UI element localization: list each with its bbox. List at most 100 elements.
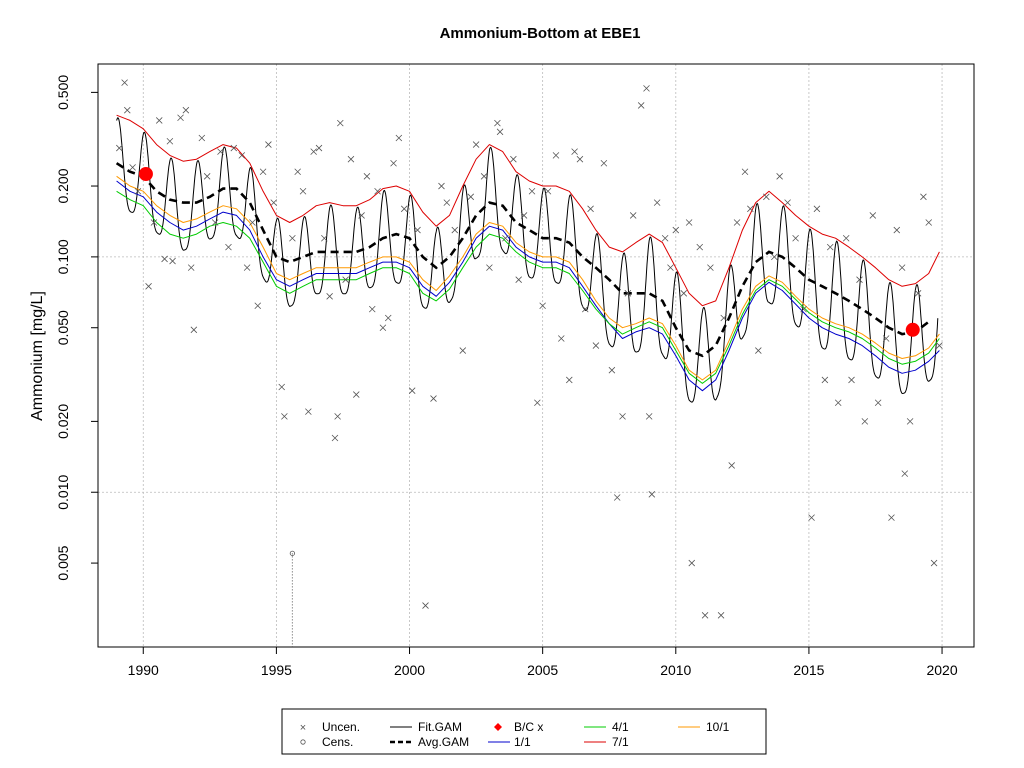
data-point-uncensored (225, 243, 232, 251)
legend-item-cens: Cens. (300, 735, 353, 749)
data-point-uncensored (150, 219, 158, 226)
data-point-uncensored (187, 264, 195, 271)
data-point-uncensored (190, 326, 198, 334)
data-point-uncensored (661, 234, 669, 242)
data-point-uncensored (254, 302, 262, 310)
x-tick-label: 1995 (261, 662, 292, 678)
data-point-uncensored (920, 193, 927, 201)
x-tick-label: 2005 (527, 662, 558, 678)
legend-marker-uncen: × (300, 722, 306, 734)
data-point-uncensored (198, 134, 206, 142)
y-tick-label: 0.100 (55, 239, 71, 274)
legend-item-7-1: 7/1 (584, 735, 629, 749)
data-point-uncensored (177, 114, 184, 122)
data-point-uncensored (613, 494, 621, 501)
data-point-uncensored (800, 305, 807, 313)
legend-label-7-1: 7/1 (612, 735, 629, 749)
data-point-uncensored (124, 106, 131, 114)
grid-lines (98, 64, 974, 647)
data-point-uncensored (898, 264, 906, 271)
chart-title: Ammonium-Bottom at EBE1 (440, 25, 641, 42)
data-point-uncensored (685, 219, 693, 226)
data-point-uncensored (784, 199, 791, 206)
y-tick-label: 0.005 (55, 545, 71, 580)
data-point-censored (289, 550, 295, 556)
data-point-uncensored (134, 187, 142, 195)
data-point-uncensored (510, 155, 517, 163)
data-point-uncensored (936, 342, 943, 349)
data-point-uncensored (294, 168, 301, 176)
legend: × Uncen. Cens. Fit.GAM Avg.GAM B/C x 1/1… (281, 708, 767, 755)
legend-label-uncen: Uncen. (322, 720, 360, 734)
data-point-uncensored (576, 155, 584, 163)
data-point-uncensored (539, 302, 546, 310)
data-point-uncensored (496, 128, 504, 136)
data-point-uncensored (520, 212, 528, 219)
y-tick-label: 0.500 (55, 75, 71, 110)
data-point-uncensored (430, 395, 437, 402)
data-point-uncensored (459, 347, 467, 354)
data-point-uncensored (243, 264, 251, 271)
data-point-uncensored (901, 470, 909, 477)
data-point-uncensored (384, 314, 392, 322)
data-point-uncensored (278, 383, 286, 391)
legend-marker-cens (300, 739, 306, 745)
data-point-uncensored (400, 205, 408, 213)
y-tick-label: 0.050 (55, 310, 71, 345)
data-point-uncensored (888, 514, 895, 521)
x-tick-label: 1990 (128, 662, 159, 678)
data-point-uncensored (645, 413, 653, 420)
legend-label-4-1: 4/1 (612, 720, 629, 734)
data-point-uncensored (334, 413, 341, 420)
y-tick-label: 0.010 (55, 475, 71, 510)
data-point-uncensored (600, 159, 608, 167)
data-point-uncensored (672, 226, 680, 234)
data-point-uncensored (552, 152, 560, 159)
series-line-1-1 (116, 180, 940, 392)
data-point-uncensored (374, 187, 381, 195)
legend-item-10-1: 10/1 (678, 720, 730, 734)
x-tick-label: 2020 (926, 662, 957, 678)
data-point-uncensored (619, 413, 626, 420)
data-point-uncensored (395, 134, 403, 142)
data-point-uncensored (637, 102, 645, 109)
data-point-bc (138, 166, 153, 181)
data-point-uncensored (116, 144, 123, 152)
data-point-uncensored (368, 305, 376, 313)
series-line-avg-gam (115, 162, 930, 358)
data-point-uncensored (776, 173, 783, 180)
data-point-uncensored (281, 413, 288, 420)
data-point-uncensored (906, 418, 914, 425)
axes-layer: 1990 1995 2000 2005 2010 2015 2020 0.005 0.010 0.… (55, 75, 958, 678)
data-point-uncensored (930, 559, 938, 567)
data-point-uncensored (848, 376, 855, 384)
data-point-uncensored (358, 212, 365, 219)
data-point-uncensored (834, 399, 842, 407)
data-point-uncensored (571, 148, 578, 155)
data-point-uncensored (581, 305, 589, 313)
data-point-uncensored (161, 255, 168, 263)
data-point-uncensored (315, 144, 323, 152)
data-point-uncensored (422, 602, 429, 609)
data-point-uncensored (342, 276, 349, 283)
data-point-uncensored (558, 335, 565, 342)
legend-box (281, 708, 767, 755)
data-point-uncensored (608, 366, 616, 374)
data-point-uncensored (451, 226, 459, 234)
legend-item-4-1: 4/1 (584, 720, 629, 734)
data-point-uncensored (629, 212, 637, 219)
data-point-uncensored (544, 187, 552, 195)
data-point-uncensored (515, 276, 522, 283)
data-point-uncensored (680, 290, 688, 297)
y-axis-label: Ammonium [mg/L] (29, 291, 46, 421)
data-point-uncensored (925, 219, 933, 226)
data-point-uncensored (813, 205, 821, 213)
data-point-uncensored (792, 234, 799, 242)
data-point-uncensored (169, 257, 176, 265)
data-point-uncensored (166, 137, 174, 145)
data-point-uncensored (747, 205, 754, 213)
data-point-uncensored (688, 559, 696, 567)
series-line-10-1 (116, 175, 940, 381)
data-point-uncensored (717, 612, 725, 619)
legend-item-fit: Fit.GAM (390, 720, 462, 734)
